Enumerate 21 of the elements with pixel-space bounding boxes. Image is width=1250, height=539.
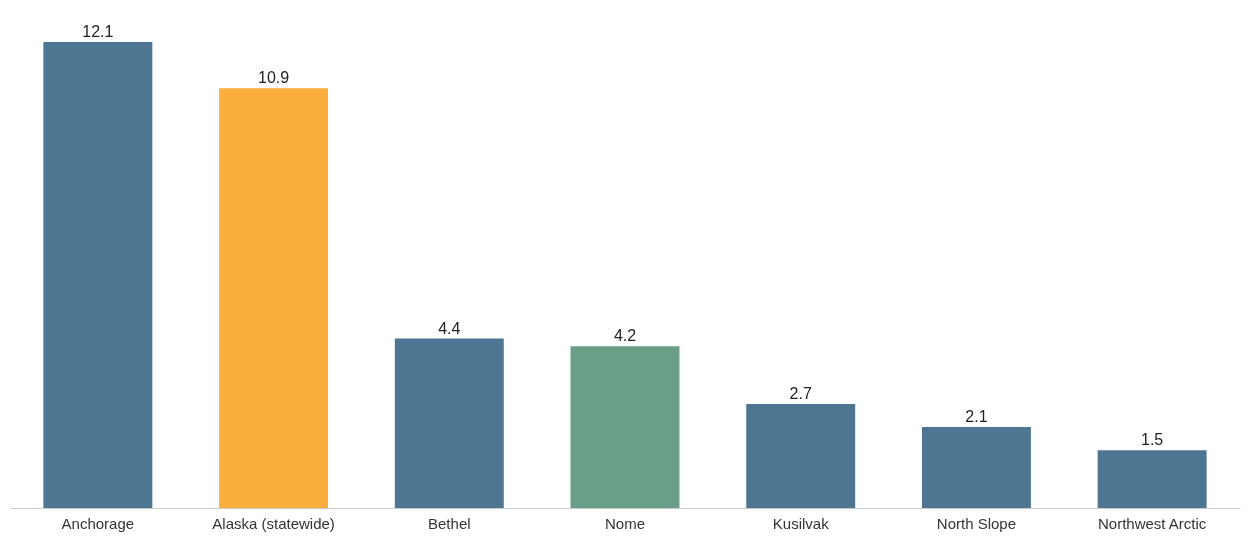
bar [921,427,1031,508]
x-tick-label: Nome [604,514,646,532]
x-tick-label: Bethel [428,514,471,532]
data-label: 12.1 [82,23,114,40]
data-label: 2.1 [965,408,988,426]
bar [43,42,153,508]
bar [570,346,680,508]
data-label: 4.4 [438,319,461,337]
data-label: 4.2 [613,327,637,345]
bar [746,404,856,508]
x-tick-label: Anchorage [61,514,135,532]
data-label: 2.7 [789,385,812,403]
bar [219,88,329,508]
bar [1097,450,1207,508]
x-tick-label: Alaska (statewide) [212,514,335,532]
data-label: 10.9 [258,69,290,87]
x-tick-label: North Slope [936,514,1017,532]
x-tick-label: Northwest Arctic [1097,514,1207,532]
x-tick-label: Kusilvak [772,514,830,532]
data-label: 1.5 [1141,431,1164,449]
bar [394,338,504,508]
